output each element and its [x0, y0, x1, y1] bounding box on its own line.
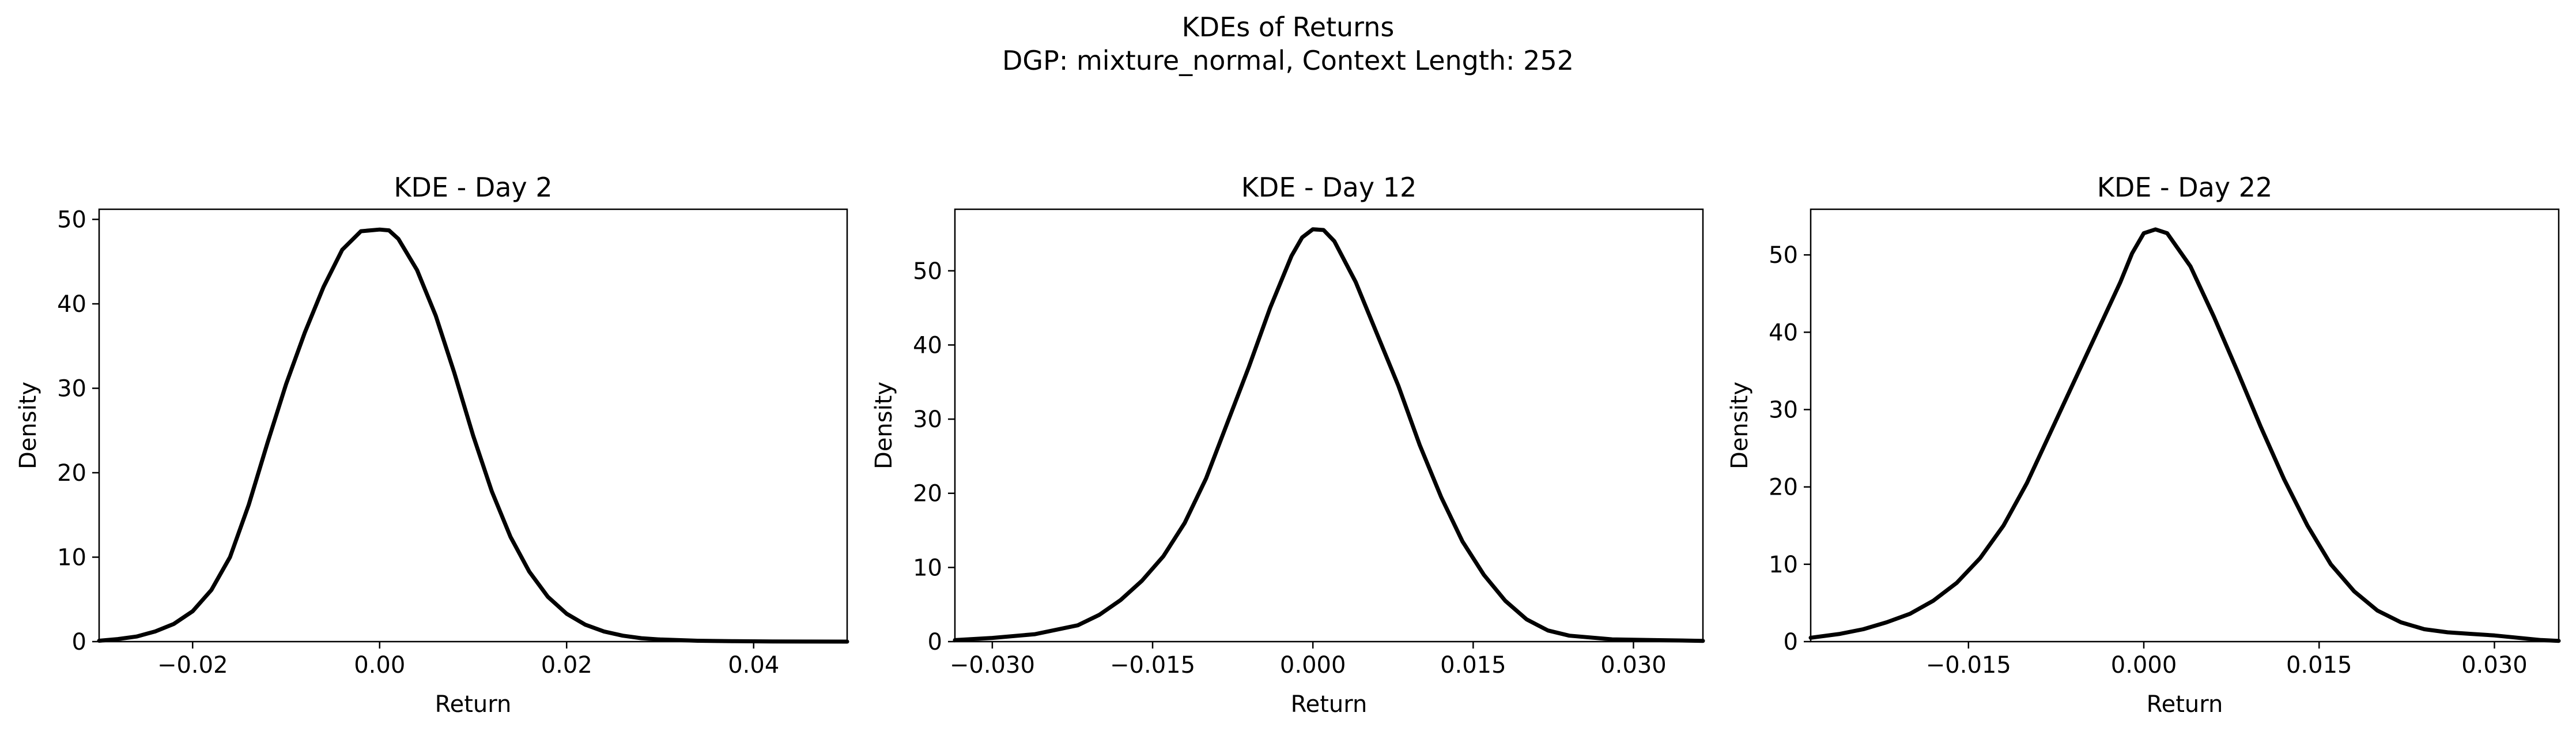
x-axis-label: Return — [435, 691, 512, 718]
x-tick-label: 0.030 — [1600, 652, 1667, 679]
plot-frame — [1810, 208, 2560, 643]
x-axis-label: Return — [1291, 691, 1368, 718]
x-tick-label: 0.000 — [2111, 652, 2177, 679]
y-axis-label: Density — [15, 382, 41, 469]
kde-line-1 — [953, 227, 1705, 643]
y-axis-label: Density — [1727, 382, 1753, 469]
y-axis-label: Density — [871, 382, 897, 469]
y-tick-label: 10 — [57, 545, 86, 571]
y-tick-label: 30 — [1769, 397, 1798, 423]
x-tick-label: 0.000 — [1280, 652, 1346, 679]
kde-line-1 — [1808, 227, 2561, 643]
subplot-title: KDE - Day 2 — [394, 172, 552, 203]
plot-frame — [954, 208, 1704, 643]
subplot-2: KDE - Day 12 −0.030 −0.015 0.000 0.015 0.030 0… — [871, 172, 1705, 718]
y-tick-label: 10 — [1769, 552, 1798, 578]
y-tick-label: 40 — [913, 332, 942, 359]
plot-frame — [98, 208, 848, 643]
y-tick-label: 50 — [913, 258, 942, 285]
x-tick-label: −0.015 — [1926, 652, 2011, 679]
x-tick-label: −0.030 — [950, 652, 1035, 679]
y-tick-label: 0 — [72, 629, 86, 655]
figure-title: KDEs of Returns DGP: mixture_normal, Con… — [0, 10, 2576, 77]
x-tick-label: 0.030 — [2461, 652, 2528, 679]
y-tick-label: 20 — [1769, 474, 1798, 501]
x-tick-label: 0.04 — [728, 652, 779, 679]
figure-title-line-1: KDEs of Returns — [1181, 12, 1395, 43]
subplot-3: KDE - Day 22 −0.015 0.000 0.015 0.030 0 10 20 30… — [1727, 172, 2561, 718]
y-tick-label: 0 — [1784, 629, 1798, 655]
subplot-title: KDE - Day 12 — [1241, 172, 1417, 203]
y-tick-label: 50 — [57, 207, 86, 233]
x-axis-label: Return — [2147, 691, 2223, 718]
y-tick-label: 50 — [1769, 242, 1798, 269]
y-tick-label: 30 — [57, 376, 86, 402]
y-tick-label: 20 — [57, 460, 86, 487]
x-tick-label: −0.015 — [1110, 652, 1195, 679]
x-tick-label: 0.00 — [354, 652, 405, 679]
y-tick-label: 20 — [913, 481, 942, 507]
subplot-1: KDE - Day 2 −0.02 0.00 0.02 0.04 0 10 20 30 40 50 R… — [15, 172, 849, 718]
y-tick-label: 40 — [1769, 319, 1798, 346]
subplot-title: KDE - Day 22 — [2097, 172, 2272, 203]
x-tick-label: 0.02 — [541, 652, 592, 679]
y-tick-label: 0 — [928, 629, 942, 655]
y-tick-label: 40 — [57, 291, 86, 318]
x-tick-label: −0.02 — [157, 652, 228, 679]
figure-title-line-2: DGP: mixture_normal, Context Length: 252 — [1002, 45, 1574, 76]
x-tick-label: 0.015 — [2286, 652, 2352, 679]
kde-line-1 — [97, 227, 849, 644]
y-tick-label: 10 — [913, 555, 942, 581]
x-tick-label: 0.015 — [1440, 652, 1506, 679]
y-tick-label: 30 — [913, 406, 942, 433]
